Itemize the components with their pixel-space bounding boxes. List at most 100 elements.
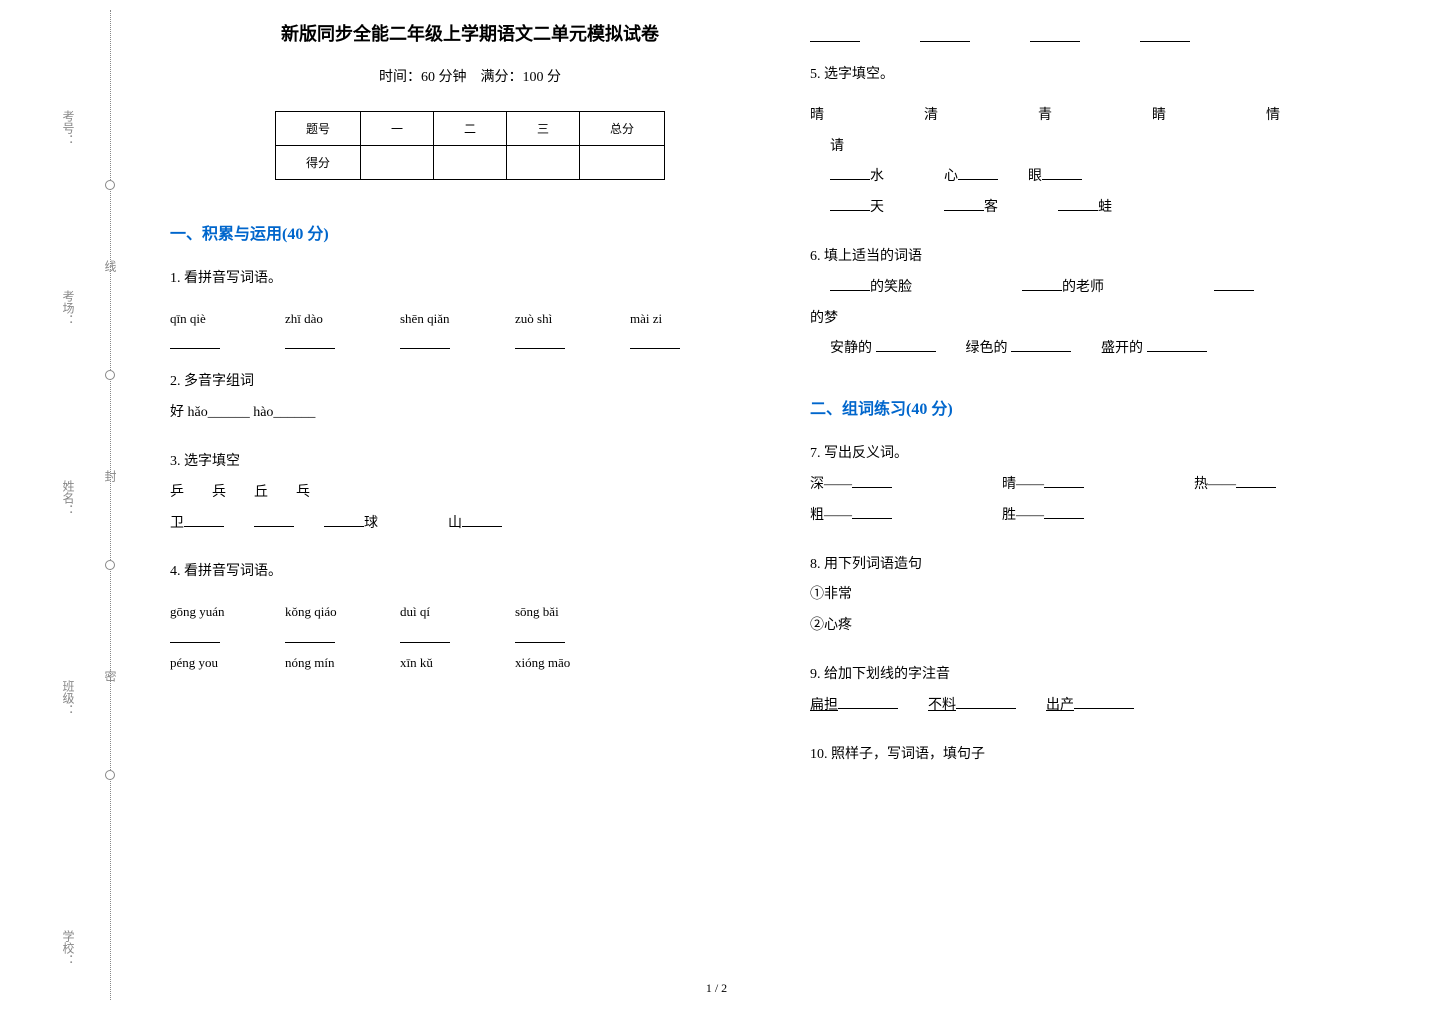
answer-blank[interactable] xyxy=(400,335,450,349)
q9-a: 扁担 xyxy=(810,698,838,713)
score-table: 题号 一 二 三 总分 得分 xyxy=(275,111,665,180)
table-row: 得分 xyxy=(275,146,664,180)
answer-blank[interactable] xyxy=(1042,166,1082,180)
q9-b: 不料 xyxy=(928,698,956,713)
answer-blank[interactable] xyxy=(1147,338,1207,352)
answer-blank[interactable] xyxy=(876,338,936,352)
answer-blank[interactable] xyxy=(630,335,680,349)
th-score: 得分 xyxy=(275,146,360,180)
answer-blank[interactable] xyxy=(184,513,224,527)
q3-l1c: 山 xyxy=(448,516,462,531)
pinyin-text: zhī dào xyxy=(285,305,365,334)
q6-d2: 绿色的 xyxy=(966,341,1008,356)
answer-blank[interactable] xyxy=(1074,695,1134,709)
th-c2: 二 xyxy=(433,112,506,146)
q5-title: 5. 选字填空。 xyxy=(810,60,1410,91)
left-label-strip: 考号： 考场： 姓名： 班级： 学校： xyxy=(60,0,80,1011)
q5-l1a: 水 xyxy=(870,169,884,184)
fold-label-mi: 密 xyxy=(102,670,119,682)
q8-title: 8. 用下列词语造句 xyxy=(810,550,1410,581)
question-8: 8. 用下列词语造句 ①非常 ②心疼 xyxy=(810,550,1410,642)
answer-blank[interactable] xyxy=(1030,28,1080,42)
pinyin-text: shēn qiǎn xyxy=(400,305,480,334)
pinyin-text: duì qí xyxy=(400,598,480,627)
label-kaohao: 考号： xyxy=(60,110,77,146)
answer-blank[interactable] xyxy=(956,695,1016,709)
pinyin-item: shēn qiǎn xyxy=(400,305,480,350)
q7-c: 热—— xyxy=(1194,477,1236,492)
pinyin-text: qīn qiè xyxy=(170,305,250,334)
answer-blank[interactable] xyxy=(515,335,565,349)
label-kaochang: 考场： xyxy=(60,290,77,326)
answer-blank[interactable] xyxy=(920,28,970,42)
answer-blank[interactable] xyxy=(285,629,335,643)
q3-chars: 乒 兵 丘 乓 xyxy=(170,478,770,509)
q5-l1c: 眼 xyxy=(1028,169,1042,184)
section-2-heading: 二、组词练习(40 分) xyxy=(810,395,1410,419)
q5-char: 情 xyxy=(1266,101,1280,132)
fold-line xyxy=(110,10,111,1000)
left-column: 新版同步全能二年级上学期语文二单元模拟试卷 时间：60 分钟 满分：100 分 … xyxy=(170,20,770,788)
answer-blank[interactable] xyxy=(830,277,870,291)
answer-blank[interactable] xyxy=(400,629,450,643)
question-3: 3. 选字填空 乒 兵 丘 乓 卫 球 山 xyxy=(170,447,770,539)
pinyin-text: xióng māo xyxy=(515,649,595,678)
q5-l2a: 天 xyxy=(870,200,884,215)
q5-l2c: 蛙 xyxy=(1098,200,1112,215)
pinyin-item: zhī dào xyxy=(285,305,365,350)
q5-char: 清 xyxy=(924,101,938,132)
pinyin-item: kǒng qiáo xyxy=(285,598,365,643)
q9-c: 出产 xyxy=(1046,698,1074,713)
q6-title: 6. 填上适当的词语 xyxy=(810,242,1410,273)
answer-blank[interactable] xyxy=(1011,338,1071,352)
q3-title: 3. 选字填空 xyxy=(170,447,770,478)
page-title: 新版同步全能二年级上学期语文二单元模拟试卷 xyxy=(170,20,770,46)
answer-blank[interactable] xyxy=(944,197,984,211)
answer-blank[interactable] xyxy=(515,629,565,643)
q5-l1b: 心 xyxy=(944,169,958,184)
answer-blank[interactable] xyxy=(1058,197,1098,211)
answer-blank[interactable] xyxy=(810,28,860,42)
answer-blank[interactable] xyxy=(324,513,364,527)
answer-blank[interactable] xyxy=(838,695,898,709)
answer-blank[interactable] xyxy=(170,629,220,643)
pinyin-item: qīn qiè xyxy=(170,305,250,350)
score-cell xyxy=(580,146,665,180)
score-cell xyxy=(507,146,580,180)
answer-blank[interactable] xyxy=(1044,505,1084,519)
answer-blank[interactable] xyxy=(1044,474,1084,488)
pinyin-text: kǒng qiáo xyxy=(285,598,365,627)
answer-blank[interactable] xyxy=(254,513,294,527)
label-xingming: 姓名： xyxy=(60,480,77,516)
pinyin-text: sōng bǎi xyxy=(515,598,595,627)
answer-blank[interactable] xyxy=(1022,277,1062,291)
pinyin-text: péng you xyxy=(170,649,250,678)
q4-title: 4. 看拼音写词语。 xyxy=(170,557,770,588)
answer-blank[interactable] xyxy=(852,474,892,488)
answer-blank[interactable] xyxy=(958,166,998,180)
q7-title: 7. 写出反义词。 xyxy=(810,439,1410,470)
q7-d: 粗—— xyxy=(810,508,852,523)
main-content: 新版同步全能二年级上学期语文二单元模拟试卷 时间：60 分钟 满分：100 分 … xyxy=(170,20,1410,788)
answer-blank[interactable] xyxy=(170,335,220,349)
pinyin-item: xīn kǔ xyxy=(400,649,480,678)
pinyin-text: gōng yuán xyxy=(170,598,250,627)
q2-line: 好 hǎo______ hào______ xyxy=(170,398,770,429)
fold-circle xyxy=(105,180,115,190)
fold-circle xyxy=(105,560,115,570)
answer-blank[interactable] xyxy=(830,197,870,211)
answer-blank[interactable] xyxy=(830,166,870,180)
q3-l1a: 卫 xyxy=(170,516,184,531)
q2-title: 2. 多音字组词 xyxy=(170,367,770,398)
answer-blank[interactable] xyxy=(1236,474,1276,488)
pinyin-item: gōng yuán xyxy=(170,598,250,643)
answer-blank[interactable] xyxy=(852,505,892,519)
pinyin-item: xióng māo xyxy=(515,649,595,678)
answer-blank[interactable] xyxy=(462,513,502,527)
answer-blank[interactable] xyxy=(1140,28,1190,42)
answer-blank[interactable] xyxy=(1214,277,1254,291)
answer-blank[interactable] xyxy=(285,335,335,349)
q5-l2b: 客 xyxy=(984,200,998,215)
q5-char: 睛 xyxy=(1152,101,1166,132)
q9-title: 9. 给加下划线的字注音 xyxy=(810,660,1410,691)
